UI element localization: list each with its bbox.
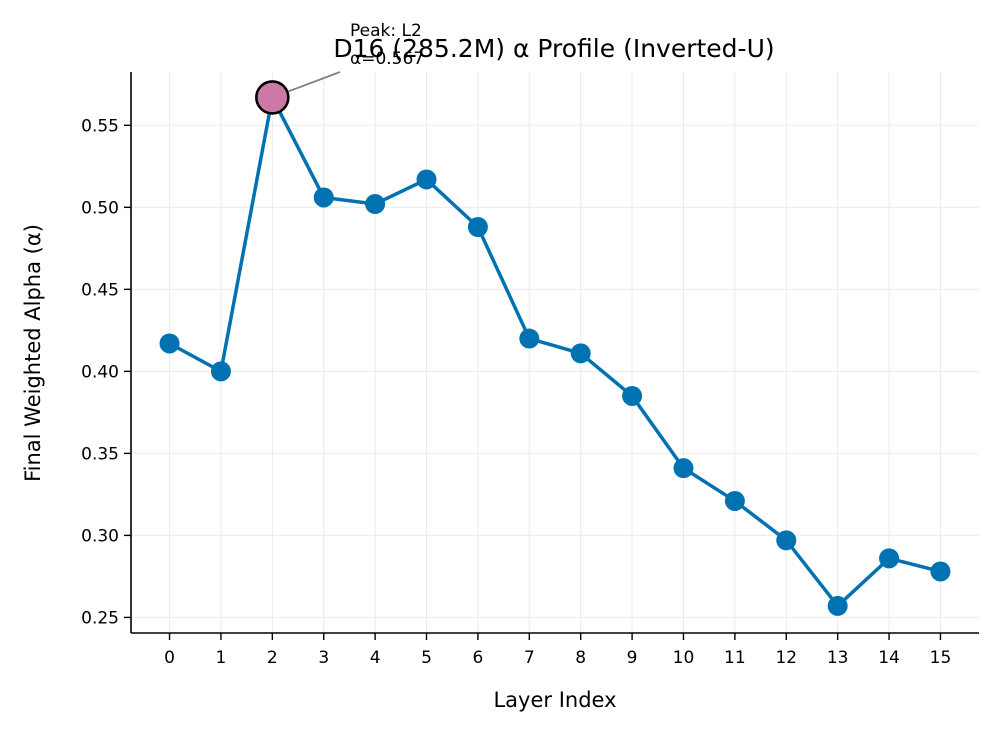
y-tick-label: 0.25	[81, 608, 119, 628]
x-tick-label: 9	[627, 648, 638, 668]
data-point	[467, 217, 488, 238]
x-tick-label: 11	[724, 648, 746, 668]
y-tick-label: 0.40	[81, 362, 119, 382]
data-point	[210, 361, 231, 382]
annotation-arrow	[288, 71, 341, 93]
y-axis-ticks: 0.25 0.30 0.35 0.40 0.45 0.50 0.55	[81, 116, 131, 628]
y-tick-label: 0.50	[81, 198, 119, 218]
y-tick-label: 0.55	[81, 116, 119, 136]
data-point	[622, 385, 643, 406]
y-axis-title: Final Weighted Alpha (α)	[21, 224, 45, 482]
data-point	[519, 328, 540, 349]
x-tick-label: 2	[267, 648, 278, 668]
x-tick-label: 15	[930, 648, 952, 668]
peak-marker	[255, 80, 290, 115]
data-point	[827, 595, 848, 616]
data-point	[879, 548, 900, 569]
data-point	[570, 343, 591, 364]
x-tick-label: 8	[575, 648, 586, 668]
x-tick-label: 4	[370, 648, 381, 668]
x-tick-label: 1	[216, 648, 227, 668]
x-tick-label: 7	[524, 648, 535, 668]
data-point	[724, 490, 745, 511]
x-tick-label: 0	[164, 648, 175, 668]
data-point	[313, 187, 334, 208]
series-layer	[159, 80, 951, 616]
x-tick-label: 5	[421, 648, 432, 668]
x-tick-label: 10	[673, 648, 695, 668]
grid	[131, 72, 979, 633]
series-line	[168, 95, 941, 608]
y-tick-label: 0.45	[81, 280, 119, 300]
x-tick-label: 14	[878, 648, 900, 668]
peak-annotation: Peak: L2 α=0.567	[288, 21, 424, 93]
chart-title: D16 (285.2M) α Profile (Inverted-U)	[333, 34, 774, 63]
x-axis-ticks: 0 1 2 3 4 5 6 7 8 9 10 11 12 13 14 15	[164, 633, 951, 668]
y-tick-label: 0.35	[81, 444, 119, 464]
annotation-line-1: Peak: L2	[350, 21, 422, 41]
data-point	[159, 333, 180, 354]
y-tick-label: 0.30	[81, 526, 119, 546]
data-point	[930, 561, 951, 582]
x-tick-label: 13	[827, 648, 849, 668]
annotation-line-2: α=0.567	[350, 49, 424, 69]
data-point	[365, 194, 386, 215]
x-axis-title: Layer Index	[493, 688, 616, 712]
x-tick-label: 3	[318, 648, 329, 668]
x-tick-label: 6	[472, 648, 483, 668]
data-point	[673, 458, 694, 479]
x-tick-label: 12	[775, 648, 797, 668]
data-point	[776, 530, 797, 551]
data-point	[416, 169, 437, 190]
